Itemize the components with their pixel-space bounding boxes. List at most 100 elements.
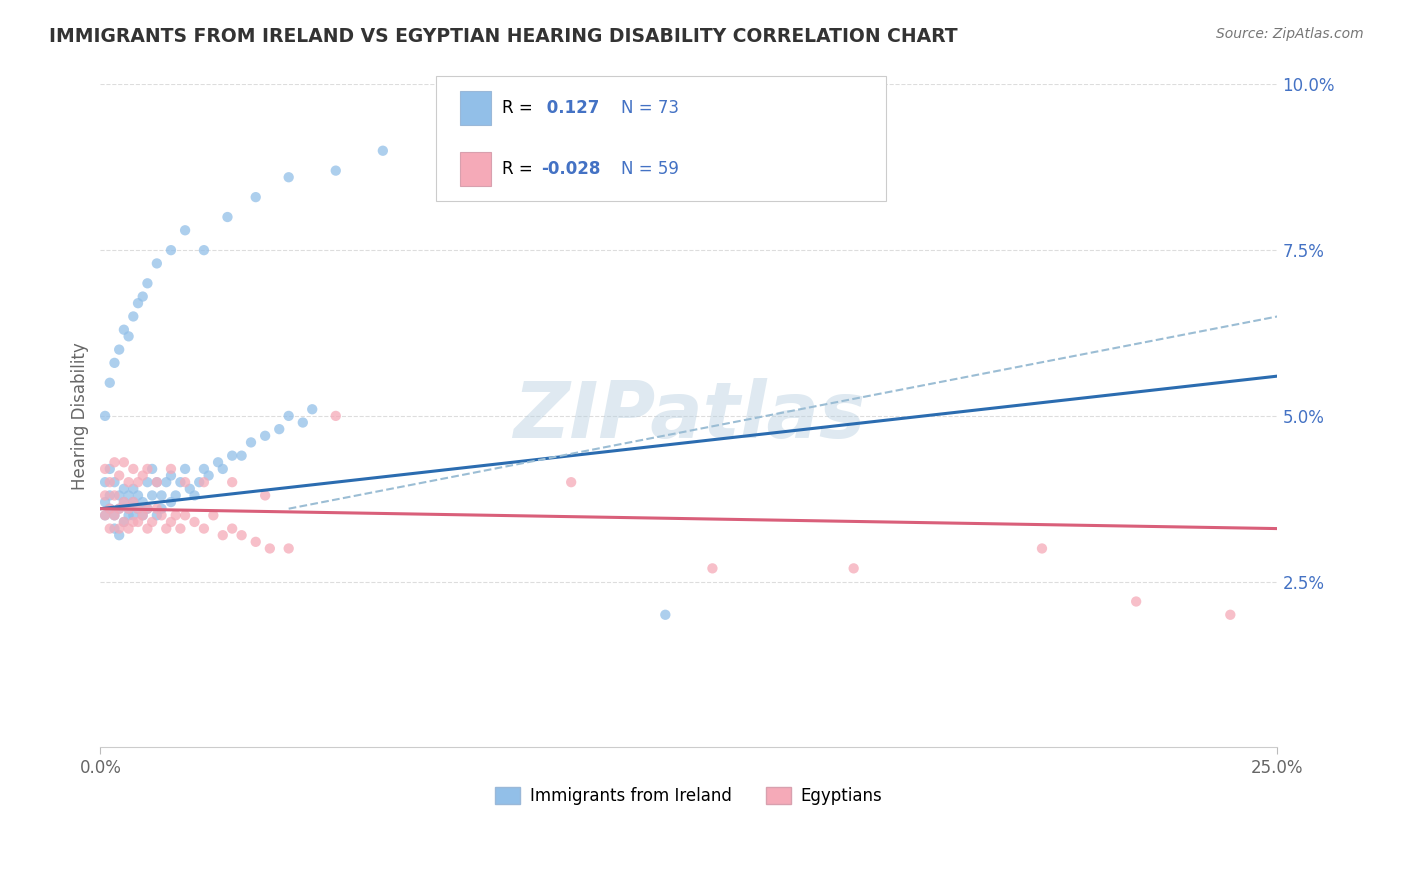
Point [193,522,215,536]
Legend: Immigrants from Ireland, Egyptians: Immigrants from Ireland, Egyptians [489,780,889,812]
Point [245,190,267,204]
Point [98,522,121,536]
Point [112,495,135,509]
Point [94,495,117,509]
Point [98,462,121,476]
Point [277,170,299,185]
Point [207,455,229,469]
Point [193,243,215,257]
Point [127,501,149,516]
Point [136,501,159,516]
Point [169,475,191,490]
Point [1031,541,1053,556]
Point [136,277,159,291]
Point [112,515,135,529]
Point [160,495,183,509]
Text: Source: ZipAtlas.com: Source: ZipAtlas.com [1216,27,1364,41]
Text: R =: R = [502,160,538,178]
Point [150,501,173,516]
Point [174,508,197,523]
Point [146,508,169,523]
Point [146,475,169,490]
Point [117,508,139,523]
Point [108,488,131,502]
Point [325,409,347,423]
Point [94,409,117,423]
Point [122,495,145,509]
Point [132,508,155,523]
Point [245,534,267,549]
Point [94,488,117,502]
Point [122,462,145,476]
Point [193,462,215,476]
Point [108,501,131,516]
Point [108,343,131,357]
Point [127,296,149,310]
Point [132,289,155,303]
Point [98,501,121,516]
Text: IMMIGRANTS FROM IRELAND VS EGYPTIAN HEARING DISABILITY CORRELATION CHART: IMMIGRANTS FROM IRELAND VS EGYPTIAN HEAR… [49,27,957,45]
Point [1125,594,1147,608]
Point [122,482,145,496]
Point [259,541,281,556]
Point [231,528,253,542]
Point [160,462,183,476]
Point [117,475,139,490]
Point [277,409,299,423]
Point [169,522,191,536]
Point [112,495,135,509]
Point [103,508,125,523]
Point [127,475,149,490]
Point [132,508,155,523]
Point [98,475,121,490]
Point [127,501,149,516]
Point [103,475,125,490]
Point [371,144,394,158]
Point [560,475,582,490]
Point [702,561,724,575]
Point [117,329,139,343]
Point [103,508,125,523]
Point [160,243,183,257]
Point [122,495,145,509]
Point [98,501,121,516]
Point [108,522,131,536]
Point [183,488,205,502]
Point [122,508,145,523]
Point [117,501,139,516]
Point [136,522,159,536]
Point [103,488,125,502]
Point [132,495,155,509]
Point [211,528,233,542]
Point [127,515,149,529]
Point [112,455,135,469]
Text: ZIPatlas: ZIPatlas [513,378,865,454]
Point [211,462,233,476]
Point [141,515,163,529]
Text: R =: R = [502,99,538,117]
Point [654,607,676,622]
Point [254,429,277,443]
Point [94,508,117,523]
Point [103,455,125,469]
Point [165,508,187,523]
Point [183,515,205,529]
Point [221,475,243,490]
Point [112,515,135,529]
Point [127,488,149,502]
Point [188,475,211,490]
Text: N = 59: N = 59 [621,160,679,178]
Point [146,256,169,270]
Point [1219,607,1241,622]
Point [103,522,125,536]
Point [221,522,243,536]
Point [174,462,197,476]
Point [94,508,117,523]
Point [132,468,155,483]
Point [155,522,177,536]
Point [179,482,201,496]
Point [165,488,187,502]
Point [269,422,291,436]
Point [136,501,159,516]
Text: -0.028: -0.028 [541,160,600,178]
